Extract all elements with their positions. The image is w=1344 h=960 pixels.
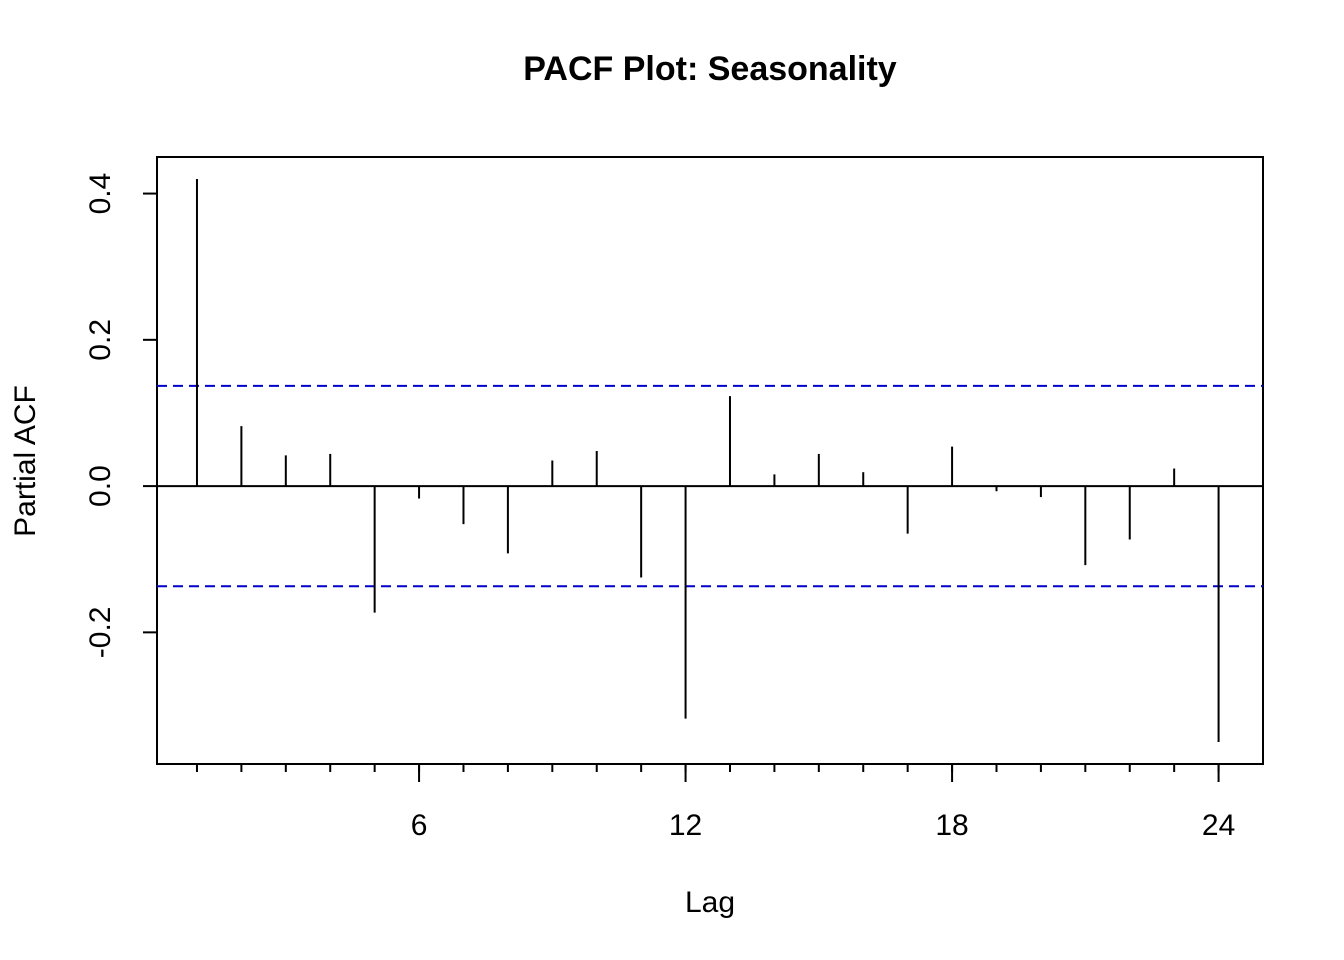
x-tick-label: 12 (669, 809, 702, 842)
y-tick-label: -0.2 (84, 607, 117, 659)
y-axis-label: Partial ACF (9, 385, 42, 537)
y-tick-label: 0.0 (84, 465, 117, 507)
chart-title: PACF Plot: Seasonality (523, 50, 897, 88)
x-tick-label: 24 (1202, 809, 1235, 842)
y-tick-label: 0.2 (84, 319, 117, 361)
y-tick-label: 0.4 (84, 173, 117, 215)
x-tick-label: 6 (411, 809, 428, 842)
plot-frame (156, 156, 1264, 765)
x-tick-label: 18 (935, 809, 968, 842)
x-axis-label: Lag (685, 886, 735, 919)
